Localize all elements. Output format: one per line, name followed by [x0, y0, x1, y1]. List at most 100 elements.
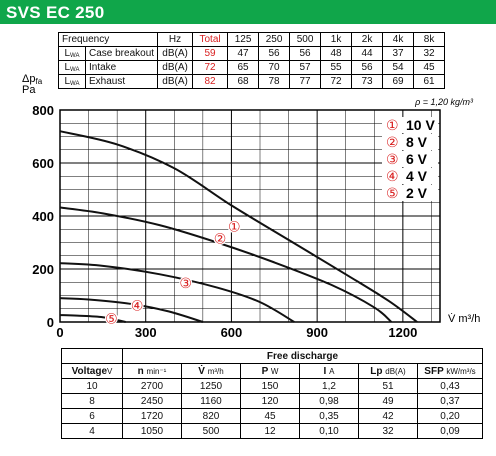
curve-markers: ①② ③ ④⑤: [104, 220, 241, 327]
cell: 6: [61, 408, 123, 424]
svg-text:③: ③: [179, 276, 192, 292]
cell: 0,37: [417, 393, 483, 409]
legend-label: 4 V: [406, 168, 428, 184]
cell: 32: [358, 423, 418, 439]
cell: 69: [382, 74, 415, 89]
cell: 0,43: [417, 378, 483, 394]
curve-marker: ①: [227, 220, 241, 236]
x-tick-label: 900: [306, 325, 328, 340]
legend-entry: ④ 4 V: [382, 168, 438, 185]
cell: 68: [227, 74, 260, 89]
column-header: P W: [240, 363, 300, 379]
free-discharge-label: Free discharge: [122, 348, 483, 364]
column-header: VoltageV: [61, 363, 123, 379]
table-row: 6 1720 820 45 0,35 42 0,20: [61, 408, 483, 424]
cell: 0,09: [417, 423, 483, 439]
legend-marker: ①: [386, 118, 399, 134]
row-label: Case breakout: [84, 46, 159, 61]
legend-marker: ②: [386, 135, 399, 151]
cell: 120: [240, 393, 300, 409]
x-tick-label: 0: [56, 325, 63, 340]
cell: 0,10: [299, 423, 359, 439]
perf-header-row: VoltageV n min⁻¹ V̇ m³/h P W I A Lp dB(A…: [61, 363, 483, 379]
column-header: I A: [299, 363, 359, 379]
legend-label: 2 V: [406, 185, 428, 201]
cell: 1720: [122, 408, 182, 424]
y-tick-label: 400: [32, 209, 54, 224]
cell: 1,2: [299, 378, 359, 394]
curve-marker: ③: [179, 276, 193, 292]
cell: 1160: [181, 393, 241, 409]
table-row: 4 1050 500 12 0,10 32 0,09: [61, 423, 483, 439]
cell: 0,98: [299, 393, 359, 409]
y-axis-label: Δpfa: [22, 73, 43, 86]
frequency-header-row: Frequency Hz Total 125 250 500 1k 2k 4k …: [57, 32, 446, 47]
cell: 820: [181, 408, 241, 424]
y-tick-label: 800: [32, 103, 54, 118]
cell: 12: [240, 423, 300, 439]
y-tick-label: 600: [32, 156, 54, 171]
cell: 45: [240, 408, 300, 424]
y-tick-label: 200: [32, 262, 54, 277]
legend-entry: ② 8 V: [382, 134, 438, 151]
legend-entry: ⑤ 2 V: [382, 185, 438, 202]
header-bar: SVS EC 250: [0, 0, 496, 24]
table-row: 8 2450 1160 120 0,98 49 0,37: [61, 393, 483, 409]
column-header: n min⁻¹: [122, 363, 182, 379]
plot-frame: [59, 109, 441, 323]
density-note: ρ = 1,20 kg/m³: [414, 97, 474, 107]
row-label: Exhaust: [84, 74, 159, 89]
curve-marker: ④: [130, 299, 144, 315]
legend-entry: ① 10 V: [382, 117, 438, 134]
cell: 10: [61, 378, 123, 394]
cell: 500: [181, 423, 241, 439]
x-tick-label: 600: [221, 325, 243, 340]
column-header: SFP kW/m³/s: [417, 363, 483, 379]
cell: 1050: [122, 423, 182, 439]
curve-marker: ②: [213, 232, 227, 248]
legend-marker: ④: [386, 169, 399, 185]
svg-text:⑤: ⑤: [105, 311, 118, 327]
y-tick-label: 0: [47, 315, 54, 330]
x-axis-label: V̇ m³/h: [448, 312, 480, 325]
legend-label: 10 V: [406, 117, 435, 133]
svg-text:②: ②: [214, 232, 227, 248]
cell: 0,35: [299, 408, 359, 424]
x-tick-label: 1200: [388, 325, 417, 340]
axes: 0 200 400 600 800 0 300 600 900 1200: [32, 103, 441, 340]
y-axis-unit: Pa: [22, 84, 36, 96]
cell: 1250: [181, 378, 241, 394]
cell: 49: [358, 393, 418, 409]
series-line-10v: [59, 130, 418, 323]
legend-label: 8 V: [406, 134, 428, 150]
product-title: SVS EC 250: [6, 3, 105, 22]
cell: 2700: [122, 378, 182, 394]
legend-marker: ③: [386, 152, 399, 168]
column-header: V̇ m³/h: [181, 363, 241, 379]
blank-cell: [61, 348, 123, 364]
legend-entry: ③ 6 V: [382, 151, 438, 168]
legend-marker: ⑤: [386, 186, 399, 202]
table-row: LWA Intake dB(A) 72 65 70 57 55 56 54 45: [58, 60, 446, 75]
sound-power-table: Frequency Hz Total 125 250 500 1k 2k 4k …: [57, 32, 446, 89]
cell: 8: [61, 393, 123, 409]
cell: 61: [413, 74, 446, 89]
cell: 150: [240, 378, 300, 394]
table-row: LWA Exhaust dB(A) 82 68 78 77 72 73 69 6…: [58, 74, 446, 89]
curve-marker: ⑤: [104, 311, 118, 327]
series-line-8v: [59, 206, 393, 323]
cell: 42: [358, 408, 418, 424]
free-discharge-row: Free discharge: [61, 348, 483, 364]
table-row: 10 2700 1250 150 1,2 51 0,43: [61, 378, 483, 394]
legend-label: 6 V: [406, 151, 428, 167]
legend: ① 10 V ② 8 V ③ 6 V ④ 4 V ⑤ 2 V: [382, 117, 438, 202]
cell: 51: [358, 378, 418, 394]
svg-text:④: ④: [131, 299, 144, 315]
column-header: Lp dB(A): [358, 363, 418, 379]
x-tick-label: 300: [135, 325, 157, 340]
svg-text:①: ①: [228, 220, 241, 236]
cell: 4: [61, 423, 123, 439]
cell: 73: [351, 74, 384, 89]
performance-table: Free discharge VoltageV n min⁻¹ V̇ m³/h …: [61, 348, 483, 439]
